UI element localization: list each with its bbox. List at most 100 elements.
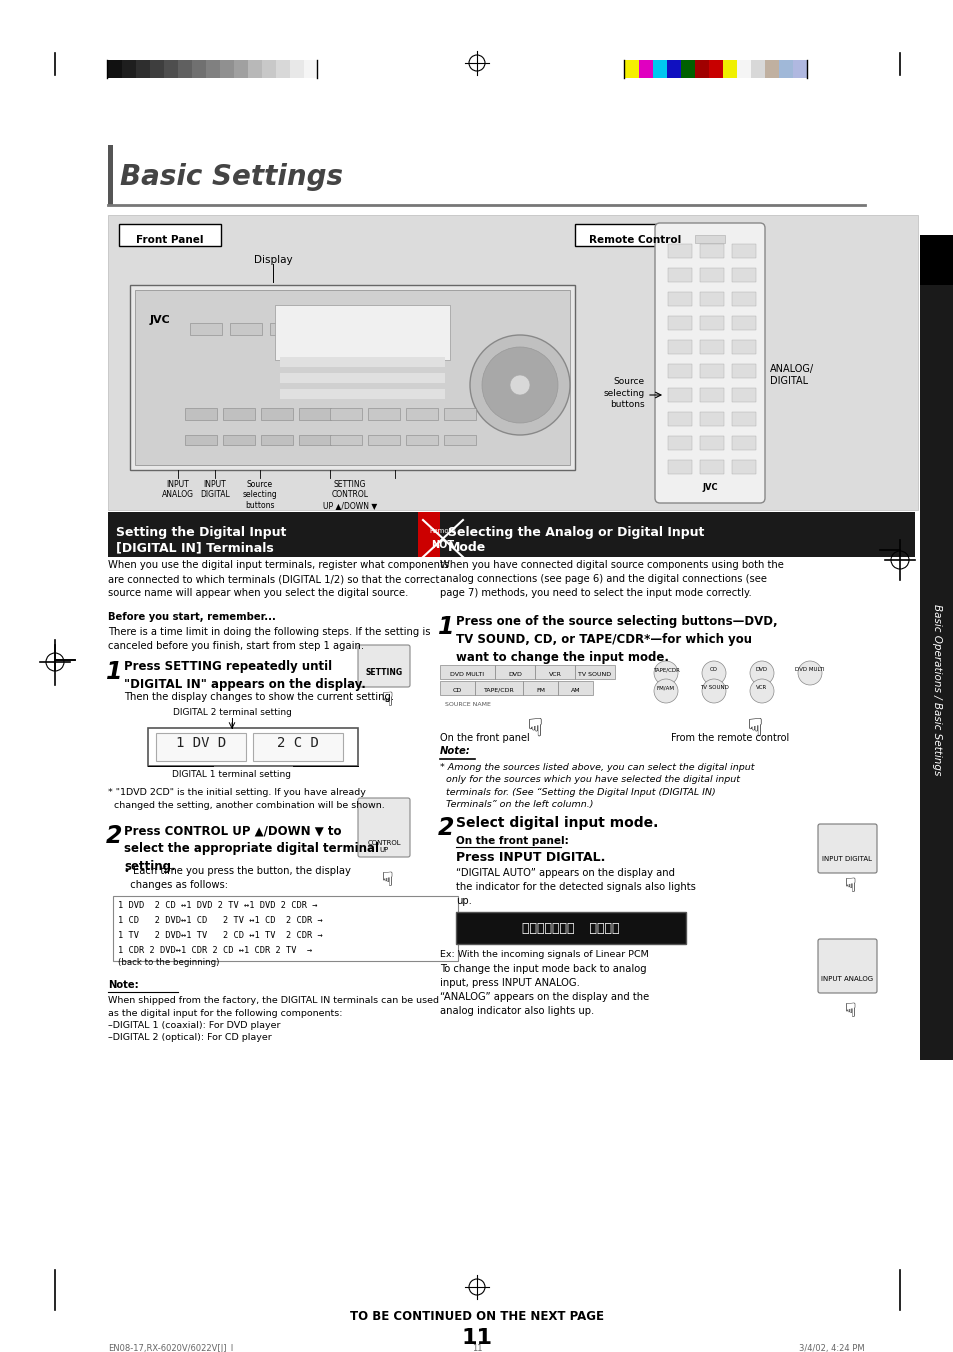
Text: Press CONTROL UP ▲/DOWN ▼ to
select the appropriate digital terminal
setting.: Press CONTROL UP ▲/DOWN ▼ to select the … — [124, 823, 378, 873]
Text: When you use the digital input terminals, register what components
are connected: When you use the digital input terminals… — [108, 560, 449, 598]
Bar — [695, 235, 724, 243]
Text: ☞: ☞ — [837, 1000, 856, 1018]
Text: 1 DV D: 1 DV D — [175, 735, 226, 750]
Text: DVD MULTI: DVD MULTI — [450, 672, 484, 677]
Text: DVD: DVD — [508, 672, 521, 677]
Bar — [667, 364, 691, 379]
Text: 1: 1 — [106, 660, 122, 684]
Text: NOT: NOT — [431, 539, 454, 550]
Text: VCR: VCR — [548, 672, 561, 677]
Text: ☞: ☞ — [837, 876, 856, 894]
Bar — [792, 59, 806, 78]
FancyBboxPatch shape — [119, 224, 221, 246]
Bar — [406, 408, 437, 420]
Bar — [280, 357, 444, 366]
Bar — [624, 59, 639, 78]
Bar — [700, 243, 723, 258]
Text: CD: CD — [453, 688, 461, 694]
Text: Mode: Mode — [448, 541, 486, 554]
Bar — [112, 896, 457, 961]
Text: VCR: VCR — [756, 685, 767, 690]
Bar — [443, 435, 476, 445]
Text: * "1DVD 2CD" is the initial setting. If you have already
  changed the setting, : * "1DVD 2CD" is the initial setting. If … — [108, 788, 384, 810]
Bar — [280, 389, 444, 399]
Bar — [667, 243, 691, 258]
Text: 2 C D: 2 C D — [276, 735, 318, 750]
FancyBboxPatch shape — [817, 823, 876, 873]
Bar — [122, 59, 136, 78]
Bar — [667, 292, 691, 306]
Text: AM: AM — [570, 688, 579, 694]
Text: Before you start, remember...: Before you start, remember... — [108, 612, 275, 622]
Text: 1: 1 — [437, 615, 454, 639]
Bar — [148, 727, 357, 767]
Text: DVD: DVD — [755, 667, 767, 672]
Text: Press one of the source selecting buttons—DVD,
TV SOUND, CD, or TAPE/CDR*—for wh: Press one of the source selecting button… — [456, 615, 777, 664]
Bar — [700, 412, 723, 426]
Text: Note:: Note: — [108, 980, 138, 990]
Text: On the front panel: On the front panel — [439, 733, 529, 744]
Text: DIGITAL 2 terminal setting: DIGITAL 2 terminal setting — [172, 708, 291, 717]
Text: “DIGITAL AUTO” appears on the display and
the indicator for the detected signals: “DIGITAL AUTO” appears on the display an… — [456, 868, 695, 906]
Text: Press SETTING repeatedly until
"DIGITAL IN" appears on the display.: Press SETTING repeatedly until "DIGITAL … — [124, 660, 366, 691]
Text: Source
selecting
buttons: Source selecting buttons — [603, 377, 644, 408]
Bar — [185, 408, 216, 420]
Bar — [368, 408, 399, 420]
Bar — [443, 408, 476, 420]
Bar — [275, 59, 290, 78]
Bar — [274, 306, 450, 360]
Text: TAPE/CDR: TAPE/CDR — [652, 667, 679, 672]
Bar — [700, 388, 723, 402]
Bar — [700, 364, 723, 379]
Text: DIGITAL 1 terminal setting: DIGITAL 1 terminal setting — [172, 771, 292, 779]
Bar — [185, 435, 216, 445]
Bar — [298, 435, 331, 445]
Text: Note:: Note: — [439, 746, 470, 756]
Bar — [178, 59, 192, 78]
Bar — [192, 59, 206, 78]
Text: Remote Control: Remote Control — [588, 235, 680, 245]
FancyBboxPatch shape — [575, 224, 695, 246]
Text: (back to the beginning): (back to the beginning) — [118, 959, 219, 967]
Text: ＤＩＧＩＴＡＬ  ＡＵＴＯ: ＤＩＧＩＴＡＬ ＡＵＴＯ — [521, 922, 619, 934]
Bar — [135, 289, 569, 465]
Text: To change the input mode back to analog
input, press INPUT ANALOG.
“ANALOG” appe: To change the input mode back to analog … — [439, 964, 649, 1015]
Bar — [330, 408, 361, 420]
Bar — [108, 145, 112, 206]
Bar — [667, 388, 691, 402]
Text: On the front panel:: On the front panel: — [456, 836, 568, 846]
FancyBboxPatch shape — [357, 645, 410, 687]
Bar — [456, 913, 685, 944]
Bar — [731, 292, 755, 306]
Bar — [439, 665, 495, 679]
Text: 11: 11 — [461, 1328, 492, 1348]
Text: Basic Settings: Basic Settings — [120, 164, 343, 191]
Bar — [290, 59, 304, 78]
Circle shape — [654, 679, 678, 703]
Circle shape — [470, 335, 569, 435]
Bar — [439, 681, 475, 695]
Text: CONTROL
UP: CONTROL UP — [367, 840, 400, 853]
Text: Setting the Digital Input: Setting the Digital Input — [116, 526, 286, 539]
Text: FM: FM — [536, 688, 544, 694]
Circle shape — [654, 661, 678, 685]
Bar — [475, 681, 522, 695]
Bar — [136, 59, 150, 78]
Text: SETTING: SETTING — [365, 668, 402, 677]
Text: 1 TV   2 DVD↔1 TV   2 CD ↔1 TV  2 CDR →: 1 TV 2 DVD↔1 TV 2 CD ↔1 TV 2 CDR → — [118, 932, 322, 940]
Text: ☞: ☞ — [517, 717, 541, 740]
Bar — [680, 59, 695, 78]
Bar — [722, 59, 737, 78]
Text: INPUT ANALOG: INPUT ANALOG — [821, 976, 872, 982]
Bar — [731, 388, 755, 402]
Bar — [220, 59, 233, 78]
Text: INPUT
ANALOG: INPUT ANALOG — [162, 480, 193, 499]
Text: [DIGITAL IN] Terminals: [DIGITAL IN] Terminals — [116, 541, 274, 554]
Bar — [368, 435, 399, 445]
Circle shape — [481, 347, 558, 423]
Text: 1 DVD  2 CD ↔1 DVD 2 TV ↔1 DVD 2 CDR →: 1 DVD 2 CD ↔1 DVD 2 TV ↔1 DVD 2 CDR → — [118, 900, 317, 910]
Text: Selecting the Analog or Digital Input: Selecting the Analog or Digital Input — [448, 526, 703, 539]
Bar — [206, 59, 220, 78]
Bar — [919, 270, 953, 1060]
Text: FM/AM: FM/AM — [657, 685, 675, 690]
